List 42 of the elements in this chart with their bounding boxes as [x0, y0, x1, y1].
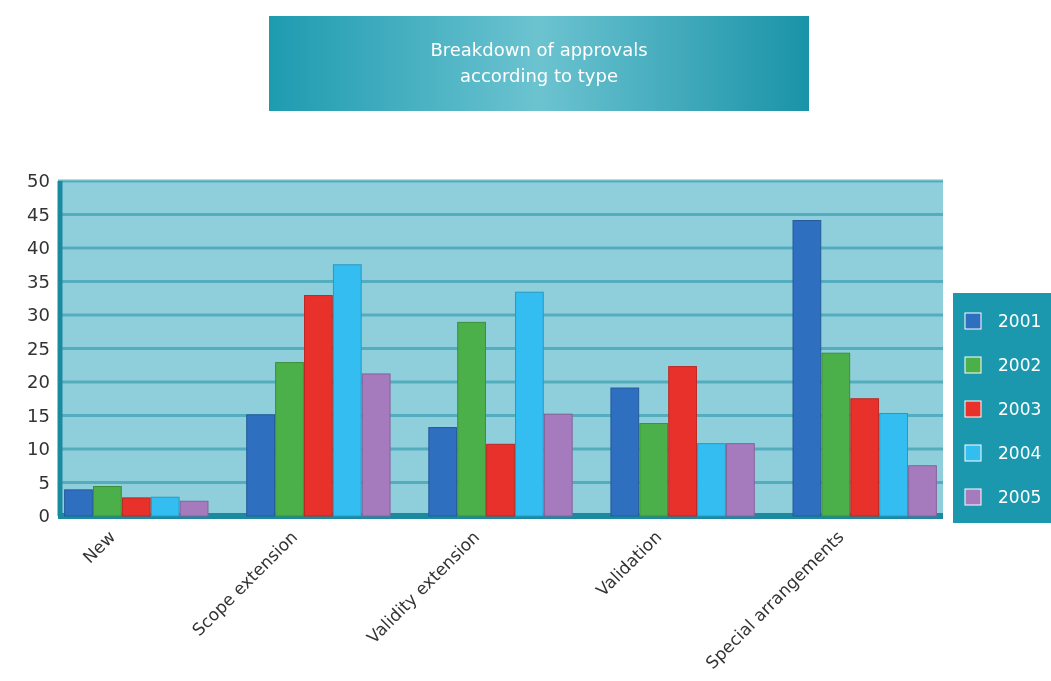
chart-title: Breakdown of approvals according to type: [430, 39, 648, 86]
y-tick-label: 10: [27, 438, 50, 460]
bar: [179, 500, 209, 517]
bar: [428, 427, 458, 517]
y-tick-label: 5: [38, 471, 50, 493]
bar: [246, 414, 275, 517]
y-tick-label: 25: [27, 337, 50, 359]
bar: [150, 496, 180, 517]
bar: [457, 321, 486, 517]
bar: [93, 486, 122, 517]
bar: [275, 362, 304, 517]
y-tick-label: 15: [27, 404, 50, 426]
y-tick-label: 30: [27, 304, 50, 326]
bar: [821, 352, 851, 517]
bar: [64, 489, 93, 517]
bar: [639, 423, 669, 517]
legend-label: 2002: [998, 354, 1042, 375]
bar: [121, 497, 151, 517]
legend-label: 2001: [998, 310, 1042, 331]
legend-label: 2003: [998, 398, 1042, 419]
bar: [361, 373, 391, 517]
bar: [850, 398, 880, 517]
bar: [515, 291, 544, 517]
bar: [304, 295, 333, 517]
bar: [726, 443, 755, 517]
bar: [908, 465, 937, 517]
bar: [668, 366, 697, 517]
y-tick-label: 35: [27, 270, 50, 292]
bar: [879, 412, 908, 517]
bar: [610, 387, 640, 517]
legend-label: 2004: [998, 442, 1042, 463]
bar: [543, 413, 573, 517]
y-tick-label: 0: [38, 505, 50, 527]
y-tick-label: 45: [27, 203, 50, 225]
bar: [792, 220, 822, 517]
y-tick-label: 20: [27, 371, 50, 393]
y-tick-label: 50: [27, 170, 50, 192]
y-tick-label: 40: [27, 237, 50, 259]
bar: [486, 443, 515, 517]
legend-label: 2005: [998, 486, 1042, 507]
bar: [332, 264, 362, 517]
bar: [697, 443, 726, 517]
